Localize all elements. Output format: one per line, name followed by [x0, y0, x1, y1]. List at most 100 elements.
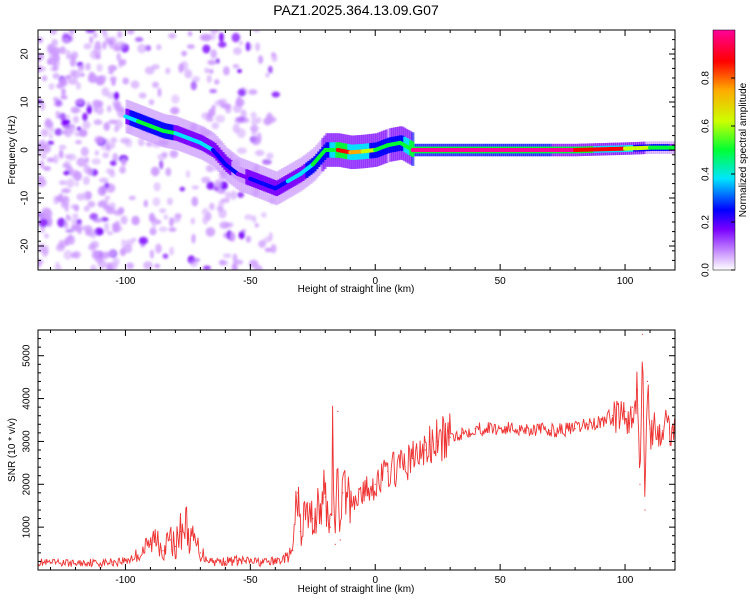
noise-blob	[47, 140, 54, 145]
noise-blob	[64, 75, 72, 80]
ridge-core-segment	[210, 148, 228, 167]
snr-point	[169, 539, 171, 541]
snr-point	[611, 415, 614, 417]
ridge-core-segment	[335, 148, 353, 155]
noise-blob	[118, 61, 123, 68]
snr-point	[212, 560, 214, 563]
noise-blob	[271, 91, 280, 98]
noise-blob	[70, 204, 79, 210]
noise-blob	[148, 99, 155, 106]
noise-blob	[225, 191, 232, 200]
noise-blob	[108, 202, 116, 212]
noise-blob	[83, 190, 91, 201]
snr-point	[49, 562, 52, 564]
snr-point	[137, 554, 139, 556]
noise-blob	[107, 64, 118, 72]
noise-blob	[178, 63, 184, 74]
ridge-core-segment	[198, 140, 215, 152]
noise-blob	[46, 157, 55, 163]
noise-blob	[204, 67, 210, 74]
noise-blob	[110, 160, 117, 167]
snr-point	[249, 560, 251, 563]
ridge-core-segment	[173, 131, 190, 140]
snr-point	[362, 492, 364, 494]
noise-blob	[114, 126, 119, 133]
noise-blob	[76, 82, 81, 90]
snr-point	[124, 560, 126, 562]
noise-blob	[38, 177, 47, 187]
ridge-core-segment	[285, 172, 303, 184]
noise-blob	[134, 37, 144, 42]
noise-blob	[224, 222, 234, 228]
noise-blob	[58, 149, 64, 159]
noise-blob	[109, 171, 116, 178]
noise-blob	[144, 66, 155, 75]
noise-blob	[55, 261, 60, 268]
noise-blob	[238, 231, 245, 240]
noise-blob	[59, 195, 69, 202]
snr-point	[287, 556, 289, 558]
noise-blob	[100, 217, 109, 222]
noise-blob	[83, 43, 92, 50]
noise-blob	[236, 96, 242, 106]
noise-blob	[179, 186, 186, 192]
noise-blob	[97, 186, 107, 196]
noise-blob	[58, 180, 67, 186]
noise-blob	[108, 119, 118, 125]
noise-blob	[245, 235, 252, 243]
noise-blob	[85, 30, 96, 34]
noise-blob	[94, 150, 99, 156]
snr-point	[304, 513, 306, 515]
snr-point	[449, 436, 451, 438]
noise-blob	[104, 38, 111, 46]
snr-point	[199, 552, 201, 554]
noise-blob	[101, 30, 107, 35]
noise-blob	[121, 238, 126, 248]
snr-point	[399, 466, 401, 468]
noise-blob	[69, 169, 80, 178]
noise-blob	[40, 101, 45, 111]
spectrogram-ylabel: Frequency (Hz)	[7, 116, 18, 185]
noise-blob	[237, 191, 245, 198]
x-tick-label: 50	[495, 575, 507, 586]
snr-point	[574, 428, 576, 430]
snr-point	[157, 535, 159, 537]
noise-blob	[151, 64, 160, 70]
noise-blob	[267, 65, 273, 74]
noise-blob	[44, 233, 49, 239]
ridge-core-segment	[235, 172, 253, 181]
noise-blob	[43, 166, 51, 171]
noise-blob	[171, 94, 180, 104]
noise-blob	[124, 239, 134, 247]
y-tick-label: 5000	[22, 344, 33, 367]
noise-blob	[128, 195, 136, 201]
noise-blob	[250, 111, 257, 119]
snr-point	[587, 423, 589, 425]
noise-blob	[225, 103, 232, 114]
noise-blob	[154, 263, 161, 269]
noise-blob	[149, 249, 155, 259]
noise-blob	[48, 83, 55, 90]
noise-blob	[130, 80, 140, 89]
noise-blob	[159, 208, 167, 213]
noise-blob	[143, 261, 153, 270]
noise-blob	[57, 217, 66, 228]
noise-blob	[149, 216, 157, 223]
noise-blob	[215, 114, 226, 123]
noise-blob	[40, 128, 49, 137]
snr-point	[374, 483, 376, 485]
colorbar-tick-label: 0.4	[701, 167, 712, 181]
noise-blob	[231, 265, 239, 270]
noise-blob	[38, 56, 41, 64]
noise-blob	[78, 65, 84, 73]
ridge-core-segment	[298, 162, 315, 176]
snr-point	[412, 458, 414, 460]
ridge-core-segment	[573, 146, 627, 152]
noise-blob	[92, 99, 102, 108]
noise-blob	[122, 77, 129, 85]
noise-blob	[205, 227, 216, 237]
noise-blob	[111, 79, 116, 86]
snr-point	[299, 530, 301, 533]
